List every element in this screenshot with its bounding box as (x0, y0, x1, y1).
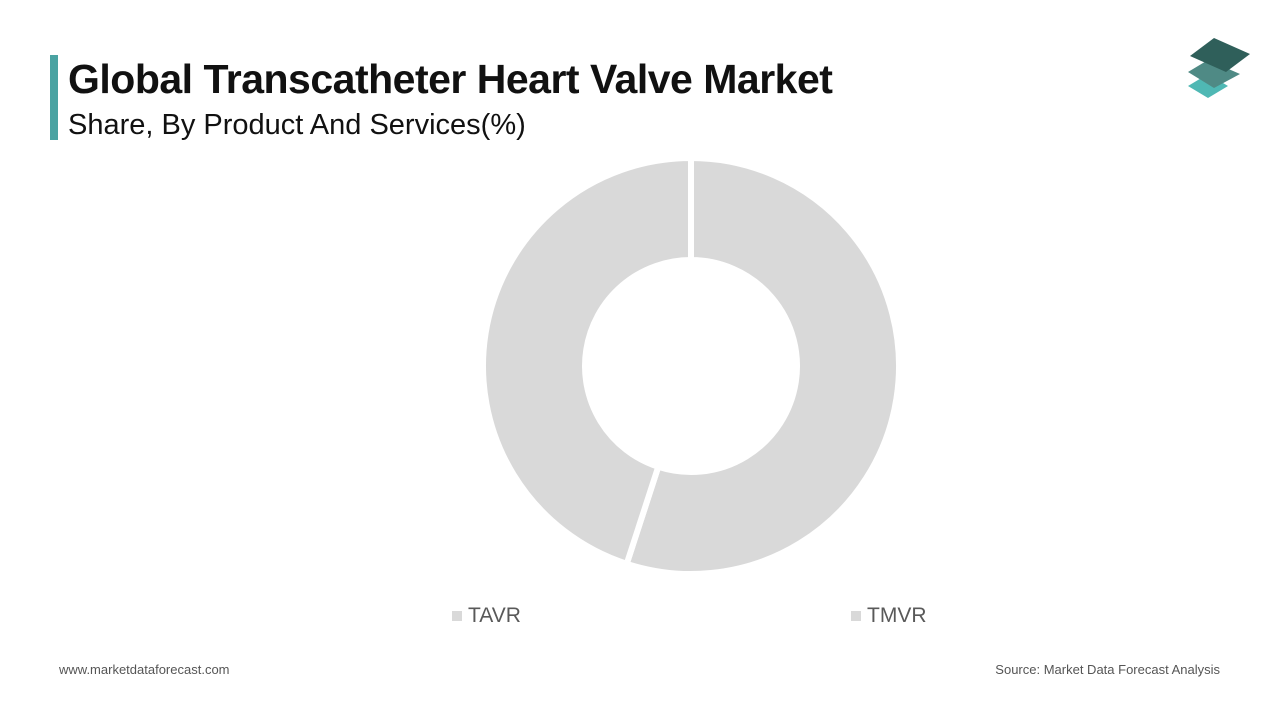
legend-label-tavr: TAVR (468, 604, 521, 627)
legend-swatch-tavr (452, 611, 462, 621)
legend-label-tmvr: TMVR (867, 604, 927, 627)
logo-layer-top (1190, 38, 1250, 72)
chart-title: Global Transcatheter Heart Valve Market (68, 56, 833, 102)
chart-subtitle: Share, By Product And Services(%) (68, 109, 526, 141)
stacked-layers-logo-icon (1188, 38, 1250, 98)
footer-website: www.marketdataforecast.com (59, 662, 230, 677)
donut-slice-tavr (622, 154, 902, 577)
legend-item-tmvr: TMVR (851, 604, 927, 628)
donut-slice-tmvr (480, 154, 694, 568)
legend-item-tavr: TAVR (452, 604, 521, 628)
title-accent-bar (50, 55, 58, 140)
footer-source: Source: Market Data Forecast Analysis (995, 662, 1220, 677)
logo-layer-middle (1188, 60, 1240, 88)
legend-swatch-tmvr (851, 611, 861, 621)
